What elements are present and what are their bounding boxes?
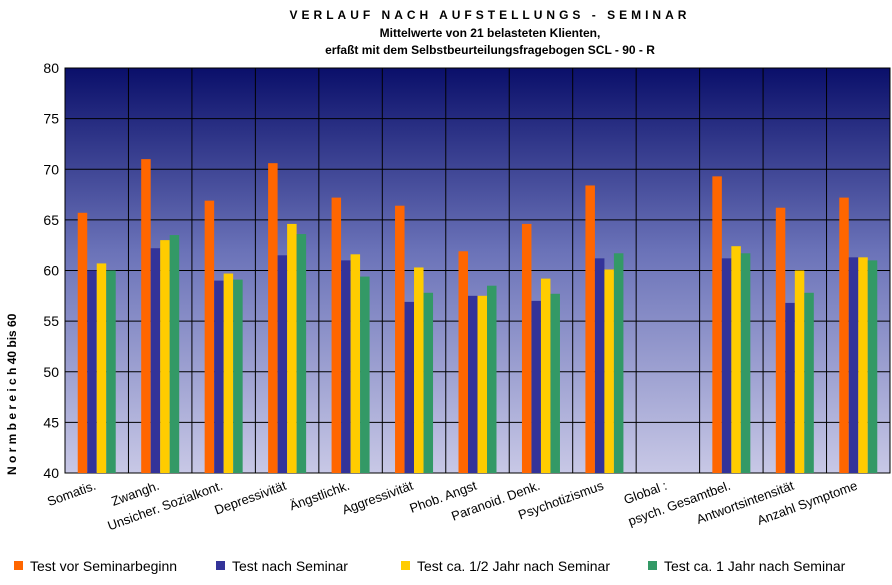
bar <box>848 257 859 473</box>
bar <box>141 159 151 473</box>
y-tick-label: 50 <box>43 364 59 380</box>
y-tick-label: 80 <box>43 60 59 76</box>
bar <box>214 280 224 473</box>
chart-subtitle: erfaßt mit dem Selbstbeurteilungsfragebo… <box>325 43 655 57</box>
bar <box>204 200 215 473</box>
bar <box>604 269 614 473</box>
bar <box>223 273 234 473</box>
bar <box>731 246 741 473</box>
y-tick-label: 45 <box>43 414 59 430</box>
bar <box>458 251 468 473</box>
chart-title: VERLAUF NACH AUFSTELLUNGS - SEMINAR <box>290 8 691 22</box>
bar <box>87 270 97 473</box>
bar <box>331 197 342 473</box>
bar <box>350 254 361 473</box>
bar <box>794 270 805 473</box>
x-tick-label: Somatis. <box>45 478 98 509</box>
bar <box>268 163 278 474</box>
bar <box>550 293 560 473</box>
bar <box>395 205 405 473</box>
legend-swatch <box>401 561 410 570</box>
x-tick-label: Aggressivität <box>340 478 415 518</box>
bar <box>477 295 487 473</box>
y-tick-label: 40 <box>43 465 59 481</box>
bar <box>468 295 478 473</box>
legend-swatch <box>648 561 657 570</box>
bar <box>785 302 795 473</box>
bar <box>521 223 532 473</box>
y-tick-label: 75 <box>43 111 59 127</box>
y-tick-label: 65 <box>43 212 59 228</box>
y-tick-label: 60 <box>43 263 59 279</box>
bar <box>160 240 170 473</box>
y-tick-label: 70 <box>43 161 59 177</box>
bar <box>487 285 497 473</box>
bar <box>106 270 116 473</box>
bar <box>404 301 415 473</box>
bar <box>96 263 107 473</box>
legend-label: Test nach Seminar <box>232 558 348 574</box>
bar <box>341 260 351 473</box>
x-tick-label: Depressivität <box>212 478 288 518</box>
bar <box>775 207 786 473</box>
legend-label: Test vor Seminarbeginn <box>30 558 177 574</box>
bar <box>867 260 878 473</box>
bar <box>740 253 751 473</box>
bar <box>423 292 434 473</box>
bar <box>858 257 868 473</box>
bar <box>287 223 297 473</box>
bar <box>77 212 88 473</box>
bar <box>594 258 605 473</box>
bar <box>721 258 732 473</box>
bar <box>585 185 595 473</box>
legend-swatch <box>216 561 225 570</box>
bar <box>360 276 370 473</box>
bar <box>804 292 814 473</box>
bar <box>233 279 243 473</box>
bar <box>296 234 307 473</box>
bar <box>414 267 424 473</box>
bar <box>277 255 288 473</box>
bar <box>150 248 161 473</box>
legend-label: Test ca. 1 Jahr nach Seminar <box>664 558 846 574</box>
chart-subtitle: Mittelwerte von 21 belasteten Klienten, <box>380 26 601 40</box>
bar <box>169 235 180 473</box>
y-axis-label: N o r m b e r e i c h 40 bis 60 <box>5 313 19 475</box>
bar <box>540 278 551 473</box>
y-tick-label: 55 <box>43 313 59 329</box>
legend-label: Test ca. 1/2 Jahr nach Seminar <box>417 558 610 574</box>
bar <box>839 197 849 473</box>
bar <box>712 176 722 473</box>
bar <box>613 253 624 473</box>
bar <box>531 300 541 473</box>
legend-swatch <box>14 561 23 570</box>
